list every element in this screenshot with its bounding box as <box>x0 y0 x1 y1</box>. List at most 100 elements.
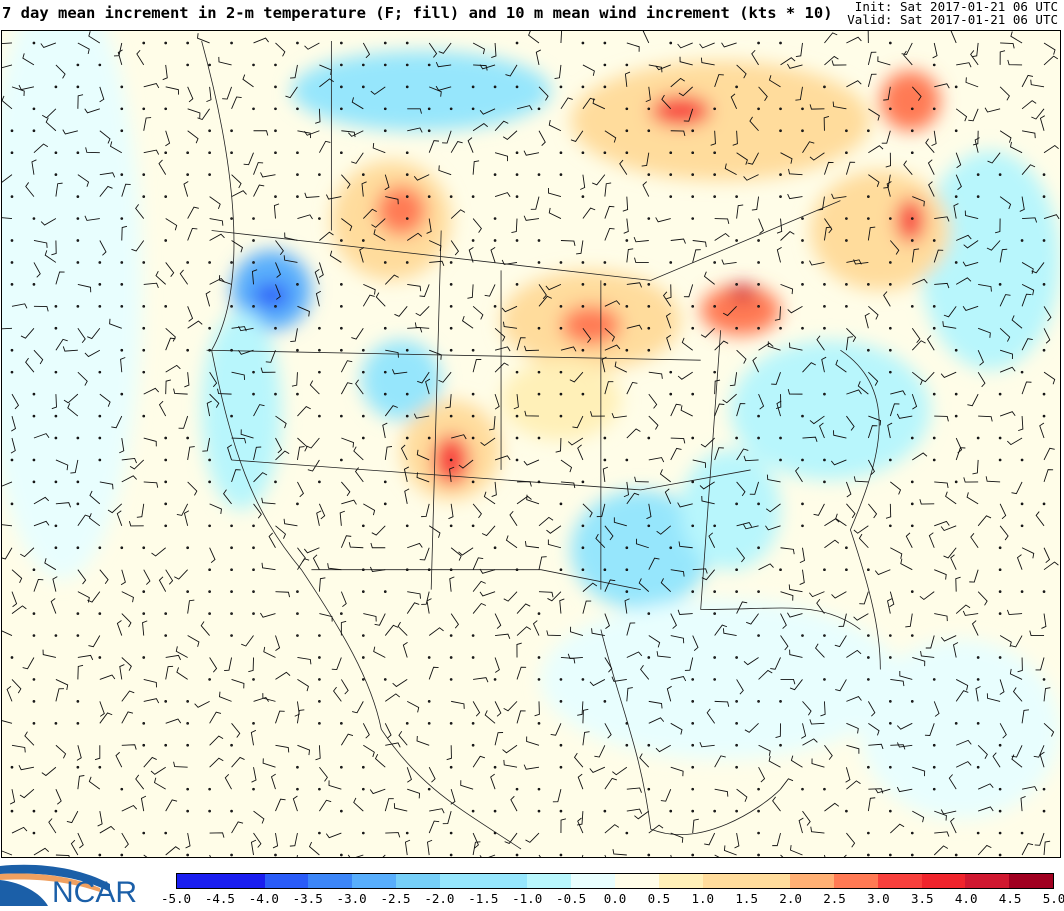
wind-barb <box>670 403 682 417</box>
calm-wind-dot <box>120 283 124 286</box>
wind-barb <box>664 488 672 505</box>
wind-barb <box>362 208 377 219</box>
calm-wind-dot <box>910 239 914 242</box>
wind-barb <box>589 766 606 773</box>
calm-wind-dot <box>581 41 585 45</box>
calm-wind-dot <box>98 656 102 659</box>
wind-barb <box>1011 481 1023 495</box>
calm-wind-dot <box>186 151 189 155</box>
wind-barb <box>934 810 947 821</box>
calm-wind-dot <box>998 831 1002 835</box>
calm-wind-dot <box>383 678 387 681</box>
wind-barb <box>121 183 131 197</box>
calm-wind-dot <box>120 787 124 791</box>
wind-barb <box>416 449 430 461</box>
wind-barb <box>670 447 682 461</box>
calm-wind-dot <box>603 458 607 462</box>
calm-wind-dot <box>493 85 497 89</box>
calm-wind-dot <box>691 151 695 155</box>
wind-barb <box>666 284 672 300</box>
wind-barb <box>445 394 452 409</box>
wind-barb <box>883 291 891 307</box>
wind-barb <box>173 761 188 768</box>
calm-wind-dot <box>76 436 80 440</box>
wind-barb <box>178 415 189 429</box>
wind-barb <box>20 327 35 339</box>
calm-wind-dot <box>32 217 36 220</box>
wind-barb <box>554 64 562 80</box>
colorbar-segment <box>965 874 1010 888</box>
wind-barb <box>867 51 877 66</box>
calm-wind-dot <box>340 348 343 352</box>
wind-barb <box>331 657 342 671</box>
calm-wind-dot <box>142 41 146 45</box>
wind-barb <box>33 240 48 248</box>
calm-wind-dot <box>471 348 475 352</box>
calm-wind-dot <box>779 458 782 462</box>
wind-barb <box>248 657 254 673</box>
wind-barb <box>451 434 467 440</box>
wind-barb <box>99 240 107 256</box>
calm-wind-dot <box>976 656 980 659</box>
wind-barb <box>970 50 979 66</box>
wind-barb <box>121 690 135 702</box>
wind-barb <box>479 64 496 70</box>
calm-wind-dot <box>537 809 541 813</box>
wind-barb <box>846 503 856 519</box>
wind-barb <box>370 86 386 95</box>
calm-wind-dot <box>98 370 102 374</box>
wind-barb <box>765 525 781 531</box>
wind-barb <box>491 481 497 497</box>
wind-barb <box>261 497 276 505</box>
calm-wind-dot <box>120 392 124 396</box>
wind-barb <box>626 324 643 330</box>
wind-barb <box>275 525 287 539</box>
colorbar-segment <box>658 874 703 888</box>
wind-barb <box>604 344 621 351</box>
calm-wind-dot <box>318 634 321 637</box>
calm-wind-dot <box>888 853 892 857</box>
wind-barb <box>582 600 592 614</box>
wind-barb <box>33 520 50 527</box>
calm-wind-dot <box>449 853 453 857</box>
calm-wind-dot <box>274 853 277 857</box>
calm-wind-dot <box>735 502 738 506</box>
calm-wind-dot <box>32 458 36 462</box>
wind-barb <box>868 145 884 154</box>
calm-wind-dot <box>910 217 914 220</box>
colorbar-tick-label: -3.5 <box>292 891 323 906</box>
wind-barb <box>351 328 364 340</box>
wind-barb <box>501 305 518 313</box>
wind-barb <box>209 196 221 210</box>
calm-wind-dot <box>537 612 541 615</box>
calm-wind-dot <box>32 414 36 418</box>
wind-barb <box>10 437 16 454</box>
wind-barb <box>297 679 309 692</box>
calm-wind-dot <box>32 129 36 133</box>
calm-wind-dot <box>691 590 695 593</box>
wind-barb <box>1021 164 1036 175</box>
wind-barb <box>943 306 957 318</box>
wind-barb <box>820 701 826 717</box>
calm-wind-dot <box>559 414 563 418</box>
wind-barb <box>714 447 724 461</box>
wind-barb <box>817 196 825 211</box>
wind-barb <box>722 628 737 636</box>
wind-barb <box>341 437 355 448</box>
wind-barb <box>479 591 496 597</box>
calm-wind-dot <box>581 568 585 572</box>
calm-wind-dot <box>230 261 233 264</box>
calm-wind-dot <box>493 217 497 220</box>
wind-barb <box>999 723 1007 739</box>
calm-wind-dot <box>142 107 146 111</box>
wind-barb <box>714 218 730 224</box>
colorbar-tick-label: 2.5 <box>823 891 846 906</box>
wind-barb <box>911 328 921 344</box>
calm-wind-dot <box>757 414 760 418</box>
wind-barb <box>874 569 891 576</box>
wind-barb <box>429 86 442 97</box>
wind-barb <box>77 832 84 849</box>
wind-barb <box>955 174 962 191</box>
wind-barb <box>187 635 200 647</box>
wind-barb <box>187 446 195 461</box>
